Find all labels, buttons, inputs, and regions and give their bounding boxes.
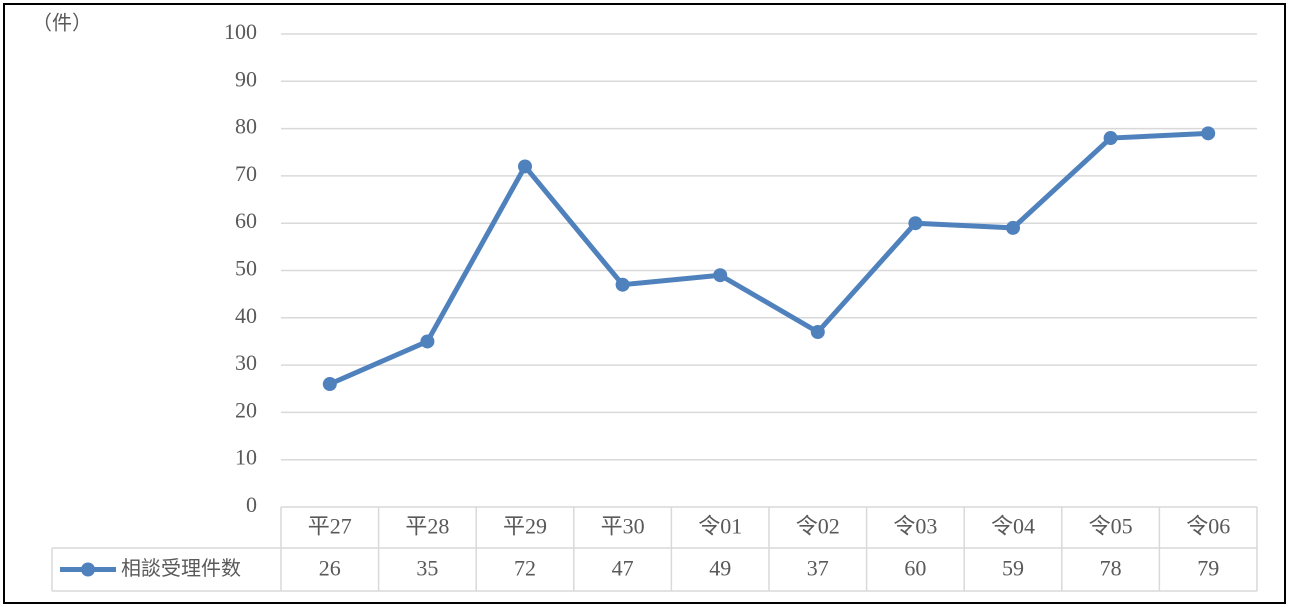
table-value: 37 — [807, 556, 829, 581]
x-tick-label: 平30 — [601, 514, 645, 539]
data-point — [1006, 220, 1020, 235]
y-tick-label: 90 — [235, 66, 257, 91]
table-value: 35 — [416, 556, 438, 581]
y-tick-label: 60 — [235, 208, 257, 233]
data-point — [908, 216, 923, 231]
data-point — [1201, 126, 1216, 141]
table-value: 26 — [319, 556, 341, 581]
x-tick-label: 令01 — [698, 514, 742, 539]
table-value: 60 — [904, 556, 926, 581]
data-point — [420, 334, 435, 349]
x-tick-label: 令03 — [893, 514, 937, 539]
x-tick-label: 令06 — [1186, 514, 1230, 539]
y-tick-label: 30 — [235, 350, 257, 375]
y-tick-label: 100 — [224, 19, 257, 44]
legend-marker — [81, 562, 95, 577]
data-point — [713, 268, 728, 283]
x-tick-label: 平27 — [308, 514, 352, 539]
y-tick-label: 80 — [235, 114, 257, 139]
y-tick-label: 0 — [246, 492, 257, 517]
data-point — [615, 277, 630, 292]
x-tick-label: 平28 — [405, 514, 449, 539]
table-value: 59 — [1002, 556, 1024, 581]
chart-border — [3, 3, 1286, 604]
table-value: 47 — [612, 556, 634, 581]
data-point — [518, 159, 532, 174]
legend-label: 相談受理件数 — [121, 556, 241, 580]
y-tick-label: 20 — [235, 397, 257, 422]
x-tick-label: 令02 — [796, 514, 840, 539]
table-value: 72 — [514, 556, 536, 581]
x-tick-label: 平29 — [503, 514, 547, 539]
table-value: 79 — [1197, 556, 1219, 581]
x-tick-label: 令05 — [1089, 514, 1133, 539]
y-tick-label: 40 — [235, 303, 257, 328]
table-value: 78 — [1100, 556, 1122, 581]
y-tick-label: 50 — [235, 256, 257, 281]
y-tick-label: 10 — [235, 445, 257, 470]
data-point — [810, 324, 825, 339]
table-value: 49 — [709, 556, 731, 581]
y-tick-label: 70 — [235, 161, 257, 186]
line-series — [328, 130, 1209, 387]
data-point — [322, 377, 337, 392]
x-tick-label: 令04 — [991, 514, 1035, 539]
data-point — [1103, 131, 1118, 146]
y-unit-label: （件） — [32, 11, 92, 35]
